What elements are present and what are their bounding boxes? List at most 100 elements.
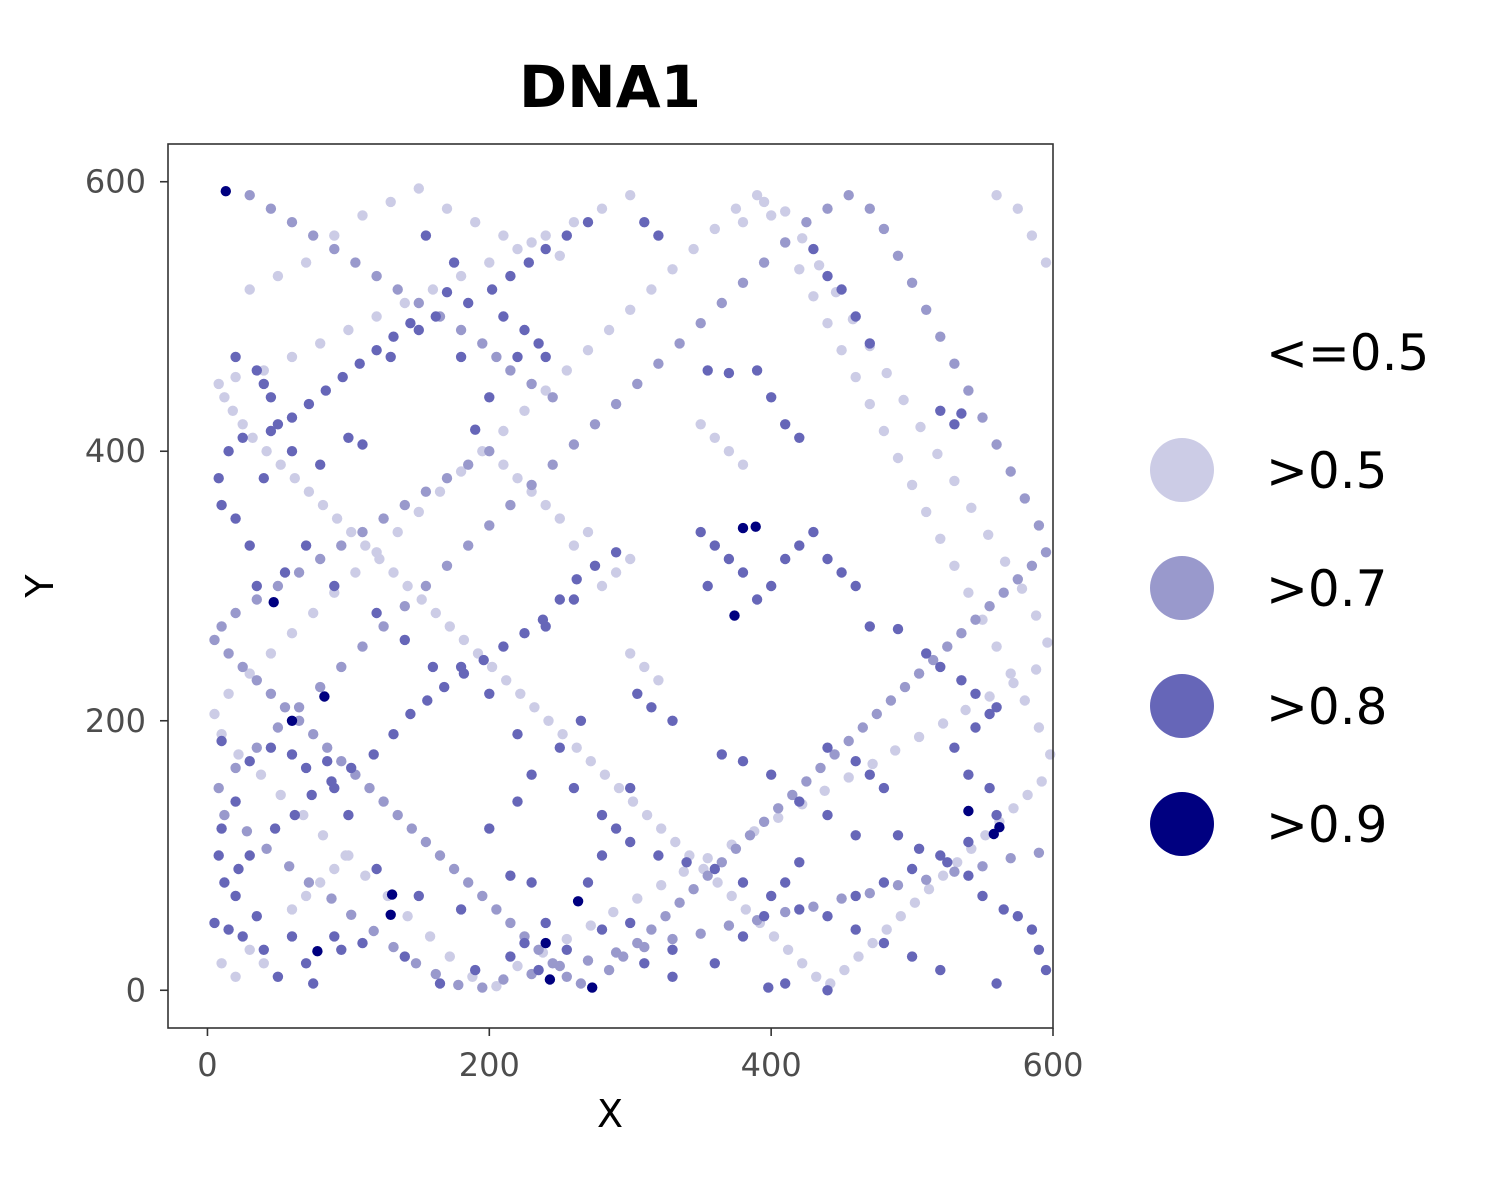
data-point <box>484 823 495 834</box>
data-point <box>639 958 650 969</box>
data-point <box>543 715 554 726</box>
data-point <box>286 715 298 726</box>
data-point <box>906 479 918 491</box>
data-point <box>315 681 326 693</box>
data-point <box>512 351 523 363</box>
x-axis-title: X <box>597 1092 623 1136</box>
data-point <box>441 473 453 484</box>
data-point <box>286 749 298 760</box>
data-point <box>505 499 516 511</box>
data-point <box>434 850 446 861</box>
data-point <box>991 439 1002 450</box>
data-point <box>1040 257 1052 268</box>
data-point <box>300 257 312 268</box>
data-point <box>1040 964 1052 976</box>
data-point <box>935 331 946 342</box>
data-point <box>315 553 326 565</box>
data-point <box>523 257 534 268</box>
data-point <box>585 920 596 931</box>
data-point <box>343 809 354 821</box>
data-point <box>695 526 706 538</box>
data-point <box>329 863 340 875</box>
data-point <box>667 971 678 982</box>
data-point <box>646 284 657 295</box>
data-point <box>251 742 262 753</box>
data-point <box>667 264 678 275</box>
data-point <box>286 628 298 639</box>
data-point <box>463 540 474 551</box>
data-point <box>385 351 396 363</box>
data-point <box>216 499 227 511</box>
data-point <box>977 861 988 872</box>
data-point <box>265 392 277 403</box>
data-point <box>589 560 601 571</box>
data-point <box>315 877 326 888</box>
data-point <box>709 432 720 443</box>
data-point <box>463 877 474 888</box>
data-point <box>540 385 551 396</box>
data-point <box>286 931 298 942</box>
data-point <box>864 338 875 349</box>
data-point <box>519 324 530 336</box>
data-point <box>892 830 904 841</box>
data-point <box>533 944 544 955</box>
data-point <box>839 964 850 976</box>
data-point <box>308 978 319 989</box>
data-point <box>808 243 819 255</box>
data-point <box>1012 203 1023 214</box>
data-point <box>498 425 509 437</box>
data-point <box>906 951 918 962</box>
data-point <box>399 297 410 309</box>
data-point <box>568 782 580 794</box>
data-point <box>413 506 424 518</box>
data-point <box>937 718 949 729</box>
data-point <box>787 789 798 801</box>
data-point <box>261 446 272 457</box>
data-point <box>303 486 315 497</box>
data-point <box>364 782 375 794</box>
data-point <box>892 452 904 464</box>
data-point <box>441 560 453 571</box>
data-point <box>427 284 439 295</box>
data-point <box>991 190 1002 201</box>
data-point <box>251 594 262 605</box>
data-point <box>729 610 740 621</box>
data-point <box>251 580 262 592</box>
data-point <box>892 880 904 891</box>
data-point <box>331 513 343 524</box>
data-point <box>371 311 382 322</box>
data-point <box>463 459 474 470</box>
data-point <box>470 424 481 435</box>
data-point <box>512 729 523 740</box>
data-point <box>308 230 319 241</box>
data-point <box>819 785 830 796</box>
data-point <box>455 351 467 363</box>
data-point <box>255 769 267 780</box>
data-point <box>582 345 594 356</box>
data-point <box>478 654 489 666</box>
data-point <box>681 857 692 868</box>
data-point <box>625 304 636 315</box>
data-point <box>766 580 777 592</box>
data-point <box>392 526 403 538</box>
data-point <box>244 540 255 551</box>
data-point <box>247 432 258 443</box>
data-point <box>956 408 967 419</box>
data-point <box>1005 668 1016 679</box>
data-point <box>371 345 382 356</box>
data-point <box>368 749 379 760</box>
data-point <box>388 941 399 953</box>
data-point <box>730 203 742 214</box>
data-point <box>336 540 347 551</box>
data-point <box>892 250 904 261</box>
data-point <box>439 681 450 693</box>
data-point <box>505 365 516 376</box>
data-point <box>209 708 220 720</box>
points-layer <box>209 183 1056 996</box>
data-point <box>582 955 594 966</box>
data-point <box>702 365 713 376</box>
data-point <box>505 270 516 282</box>
data-point <box>737 756 749 767</box>
data-point <box>533 964 544 976</box>
data-point <box>768 931 780 942</box>
